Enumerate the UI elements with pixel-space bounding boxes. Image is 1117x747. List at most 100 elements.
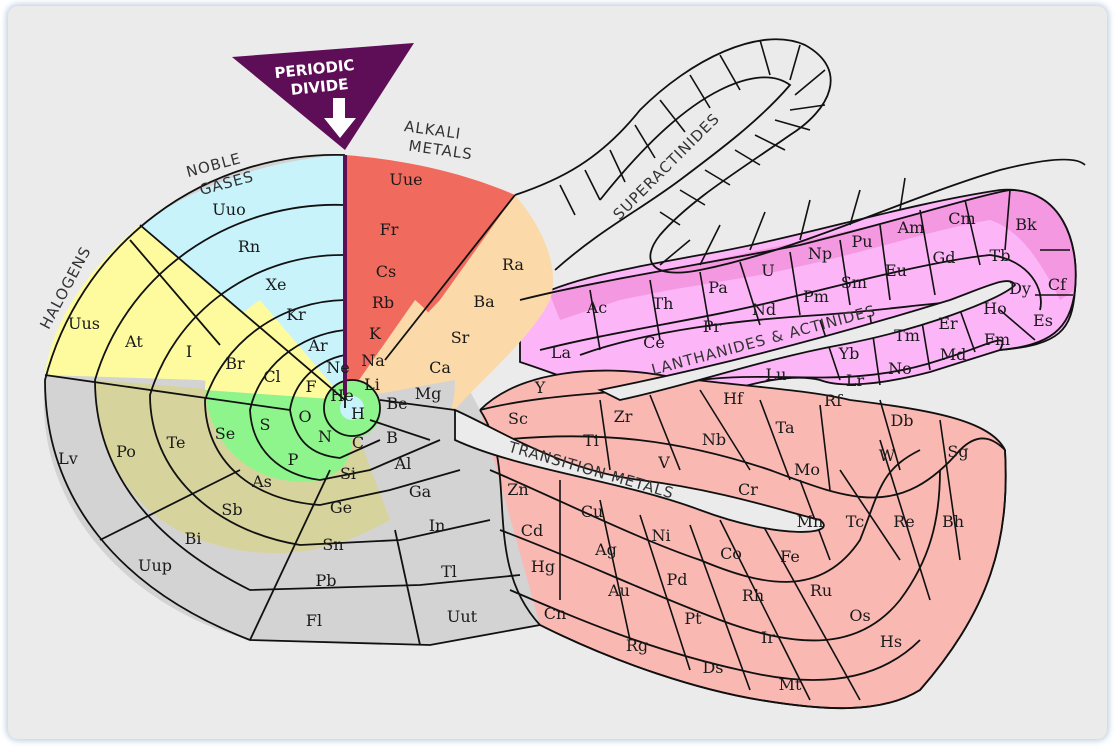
element-ta: Ta <box>776 418 795 437</box>
element-i: I <box>186 342 192 361</box>
element-n: N <box>318 427 332 446</box>
spiral-core <box>43 153 554 646</box>
element-v: V <box>657 453 670 472</box>
element-as: As <box>251 472 272 491</box>
element-ce: Ce <box>643 333 665 352</box>
element-nb: Nb <box>702 430 726 449</box>
element-sc: Sc <box>508 409 528 428</box>
element-uup: Uup <box>138 556 172 575</box>
arm-lines <box>479 189 1077 710</box>
element-es: Es <box>1033 311 1053 330</box>
element-co: Co <box>720 544 742 563</box>
element-md: Md <box>940 345 967 364</box>
transition-arm <box>479 369 1007 710</box>
element-gd: Gd <box>932 248 955 267</box>
element-cl: Cl <box>263 367 280 386</box>
element-p: P <box>288 450 299 469</box>
element-ga: Ga <box>409 482 432 501</box>
element-fm: Fm <box>984 330 1010 349</box>
element-uus: Uus <box>68 314 100 333</box>
periodic-divide-banner: PERIODIC DIVIDE <box>232 43 414 150</box>
element-xe: Xe <box>266 275 287 294</box>
element-cn: Cn <box>544 604 567 623</box>
element-eu: Eu <box>885 261 907 280</box>
element-rn: Rn <box>238 237 260 256</box>
element-mo: Mo <box>794 460 820 479</box>
element-tb: Tb <box>990 246 1011 265</box>
element-rh: Rh <box>742 586 764 605</box>
element-ni: Ni <box>651 526 670 545</box>
element-rb: Rb <box>372 293 394 312</box>
diagram-frame: PERIODIC DIVIDE NOBLE GASES ALKALI METAL… <box>8 6 1107 739</box>
element-ag: Ag <box>594 540 617 559</box>
element-pa: Pa <box>708 278 728 297</box>
element-er: Er <box>938 314 958 333</box>
element-db: Db <box>890 411 913 430</box>
element-ac: Ac <box>586 298 608 317</box>
element-hs: Hs <box>880 632 902 651</box>
element-te: Te <box>167 433 186 452</box>
element-mg: Mg <box>415 384 442 403</box>
element-ti: Ti <box>583 431 599 450</box>
element-f: F <box>305 377 316 396</box>
element-cs: Cs <box>376 262 396 281</box>
element-in: In <box>429 516 446 535</box>
element-u: U <box>761 261 774 280</box>
element-ar: Ar <box>307 336 328 355</box>
element-hg: Hg <box>531 557 555 576</box>
element-ho: Ho <box>983 299 1007 318</box>
element-he: He <box>330 386 353 405</box>
element-na: Na <box>361 351 385 370</box>
element-s: S <box>260 415 271 434</box>
element-pb: Pb <box>315 571 336 590</box>
element-ge: Ge <box>330 498 352 517</box>
element-pu: Pu <box>851 232 872 251</box>
element-zn: Zn <box>507 480 528 499</box>
element-pr: Pr <box>703 317 722 336</box>
element-uut: Uut <box>447 607 478 626</box>
element-pd: Pd <box>666 570 687 589</box>
element-am: Am <box>897 218 925 237</box>
element-al: Al <box>394 454 412 473</box>
element-sb: Sb <box>221 500 242 519</box>
element-dy: Dy <box>1009 279 1031 298</box>
element-k: K <box>369 324 382 343</box>
element-br: Br <box>225 354 245 373</box>
element-au: Au <box>607 581 630 600</box>
element-nd: Nd <box>752 300 776 319</box>
element-o: O <box>298 407 311 426</box>
alkali-label-2: METALS <box>407 137 473 164</box>
element-ca: Ca <box>429 358 451 377</box>
element-tc: Tc <box>846 512 864 531</box>
element-si: Si <box>340 464 356 483</box>
element-th: Th <box>653 294 674 313</box>
element-h: H <box>351 404 365 423</box>
element-zr: Zr <box>614 407 633 426</box>
element-bh: Bh <box>942 512 964 531</box>
element-no: No <box>888 359 912 378</box>
element-y: Y <box>534 378 546 397</box>
element-ra: Ra <box>502 255 524 274</box>
element-cu: Cu <box>581 502 604 521</box>
element-sr: Sr <box>451 328 470 347</box>
element-labels: HHe Li Be B C NOF Ne Na Mg Al Si PS Cl Ar K Ca Ga Ge As Se B… <box>58 170 1067 694</box>
element-uuo: Uuo <box>212 200 245 219</box>
element-cm: Cm <box>948 209 975 228</box>
banner-line-2: DIVIDE <box>290 75 349 99</box>
element-yb: Yb <box>838 344 860 363</box>
element-bk: Bk <box>1015 215 1037 234</box>
element-li: Li <box>364 375 380 394</box>
element-tl: Tl <box>441 562 457 581</box>
element-tm: Tm <box>894 326 920 345</box>
element-fr: Fr <box>380 220 399 239</box>
element-lv: Lv <box>58 449 78 468</box>
element-sg: Sg <box>947 442 968 461</box>
element-po: Po <box>116 442 136 461</box>
element-uue: Uue <box>389 170 422 189</box>
element-ne: Ne <box>326 358 349 377</box>
element-rf: Rf <box>824 391 843 410</box>
element-cr: Cr <box>738 480 758 499</box>
element-ir: Ir <box>761 628 775 647</box>
element-se: Se <box>215 424 235 443</box>
element-ru: Ru <box>810 581 832 600</box>
